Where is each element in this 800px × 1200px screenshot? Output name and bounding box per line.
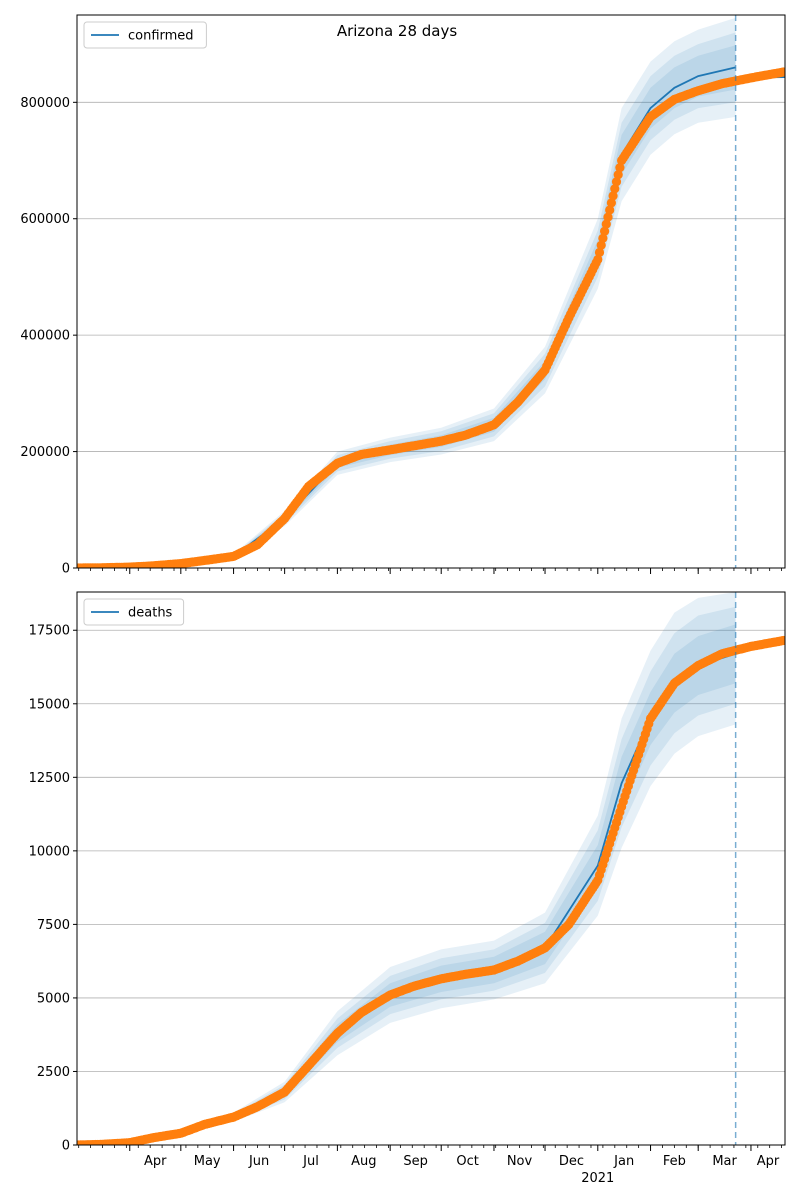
y-tick-label: 0 [62,1139,70,1154]
observed-point [594,247,605,257]
y-tick-label: 200000 [20,445,70,460]
plot-area [77,592,785,1145]
y-tick-label: 5000 [37,991,70,1006]
plot-area [77,17,785,568]
x-tick-label: Apr [757,1154,780,1169]
x-tick-label: Mar [712,1154,737,1169]
observed-point [600,226,610,236]
observed-point [596,240,606,250]
observed-point [615,163,625,173]
x-tick-label: Nov [507,1154,533,1169]
x-tick-label: Oct [456,1154,478,1169]
deaths-panel: 0 2500 5000 7500 10000 12500 15000 17500 Apr May J… [29,591,786,1186]
y-tick-label: 600000 [20,212,70,227]
legend-box [83,598,185,626]
figure-title: Arizona 28 days [337,22,458,40]
observed-point [608,191,618,201]
y-tick-label: 400000 [20,329,70,344]
y-tick-label: 17500 [29,624,70,639]
y-tick-label: 12500 [29,771,70,786]
observed-point [598,233,608,243]
x-tick-label: Apr [144,1154,167,1169]
uncertainty-band [77,624,736,1145]
observed-point [603,212,613,222]
legend: confirmed [83,21,207,49]
legend-label: confirmed [128,29,194,44]
x-tick-label: May [194,1154,221,1169]
x-tick-label: Aug [351,1154,376,1169]
observed-point [613,170,623,180]
legend-label: deaths [128,606,173,621]
x-tick-label: Jul [302,1154,319,1169]
y-tick-label: 2500 [37,1065,70,1080]
x-tick-label: Jan [613,1154,634,1169]
y-tick-label: 800000 [20,96,70,111]
y-tick-label: 15000 [29,697,70,712]
observed-point [605,205,615,215]
confirmed-panel: 0 200000 400000 600000 800000 confirmed [20,14,786,577]
observed-point [611,177,622,187]
y-tick-label: 10000 [29,844,70,859]
axes-frame [76,14,786,569]
observed-point [778,67,785,77]
axes-frame [76,591,786,1146]
x-tick-label: Jun [248,1154,269,1169]
observed-point [606,198,617,208]
x-tick-label: Feb [663,1154,686,1169]
legend-box [83,21,207,49]
y-tick-label: 0 [62,562,70,577]
legend: deaths [83,598,185,626]
x-tick-label: Sep [403,1154,428,1169]
observed-point [778,635,785,646]
observed-point [593,254,603,265]
observed-point [610,184,620,194]
x-tick-label: Dec [559,1154,584,1169]
x-year-label: 2021 [581,1171,614,1186]
y-tick-label: 7500 [37,918,70,933]
uncertainty-band [77,17,736,568]
observed-point [601,219,611,229]
uncertainty-band [77,32,736,568]
